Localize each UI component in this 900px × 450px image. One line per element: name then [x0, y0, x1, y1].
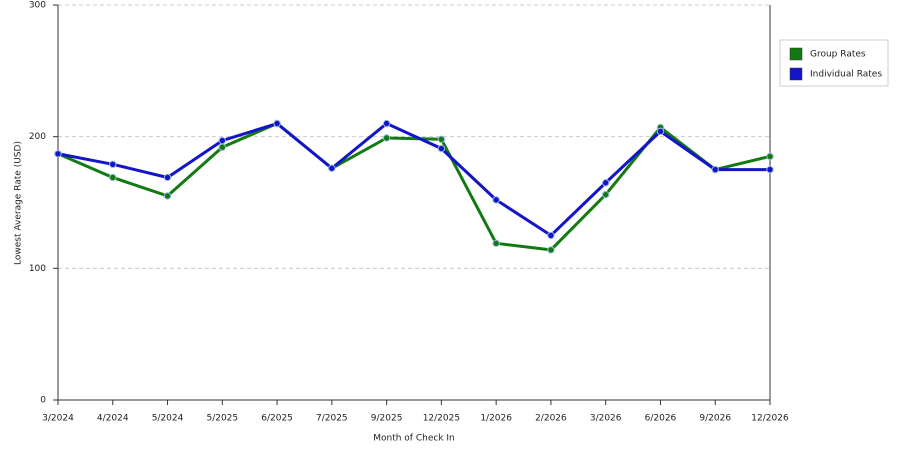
y-tick-label: 100 [29, 264, 46, 274]
x-tick-label: 6/2025 [261, 414, 293, 424]
legend-label: Group Rates [810, 50, 866, 60]
data-point [492, 196, 500, 204]
x-tick-label: 3/2024 [42, 414, 74, 424]
data-point [711, 165, 719, 174]
y-tick-label: 300 [29, 1, 46, 11]
x-tick-label: 2/2026 [535, 414, 567, 424]
data-point [656, 127, 665, 136]
legend-swatch [789, 67, 803, 81]
data-point [218, 136, 227, 145]
x-tick-label: 3/2026 [590, 414, 622, 424]
x-tick-label: 7/2025 [316, 414, 348, 424]
x-tick-label: 6/2026 [645, 414, 677, 424]
data-point [601, 179, 610, 187]
data-point [601, 190, 610, 199]
x-tick-label: 1/2026 [480, 414, 512, 424]
x-tick-label: 4/2024 [97, 414, 129, 424]
data-point [766, 165, 774, 174]
data-point [273, 119, 281, 128]
data-point [109, 160, 117, 169]
data-point [437, 144, 446, 153]
x-tick-label: 5/2024 [152, 414, 184, 424]
y-tick-label: 200 [29, 132, 46, 142]
y-tick-label: 0 [40, 396, 46, 406]
x-tick-label: 12/2025 [423, 414, 460, 424]
legend-label: Individual Rates [810, 70, 882, 80]
data-point [163, 192, 172, 200]
data-point [109, 173, 117, 182]
data-point [163, 173, 172, 182]
x-tick-label: 12/2026 [751, 414, 789, 424]
series-line [57, 122, 771, 252]
data-point [547, 246, 555, 254]
data-point [382, 134, 391, 142]
data-point [492, 239, 500, 248]
x-tick-label: 9/2026 [699, 414, 731, 424]
data-point [218, 143, 227, 151]
data-point [328, 164, 336, 172]
data-point [382, 119, 391, 128]
x-tick-label: 9/2025 [371, 414, 403, 424]
legend-swatch [789, 47, 803, 61]
x-tick-label: 5/2025 [206, 414, 238, 424]
y-axis-label: Lowest Average Rate (USD) [14, 141, 24, 265]
series-line [57, 122, 770, 237]
data-point [766, 152, 774, 161]
data-point [437, 135, 446, 144]
data-point [547, 231, 555, 240]
data-point [54, 150, 62, 158]
x-axis-label: Month of Check In [373, 434, 455, 444]
